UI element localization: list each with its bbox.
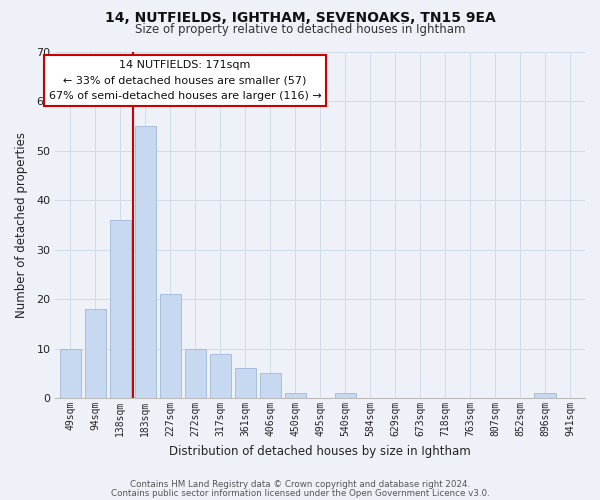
Bar <box>235 368 256 398</box>
Bar <box>110 220 131 398</box>
Bar <box>59 348 81 398</box>
Text: Size of property relative to detached houses in Ightham: Size of property relative to detached ho… <box>135 22 465 36</box>
Text: Contains public sector information licensed under the Open Government Licence v3: Contains public sector information licen… <box>110 488 490 498</box>
Text: 14, NUTFIELDS, IGHTHAM, SEVENOAKS, TN15 9EA: 14, NUTFIELDS, IGHTHAM, SEVENOAKS, TN15 … <box>104 11 496 25</box>
Bar <box>209 354 231 398</box>
Bar <box>260 374 281 398</box>
Bar <box>160 294 181 398</box>
Bar <box>335 393 356 398</box>
Bar <box>134 126 156 398</box>
Bar <box>85 309 106 398</box>
Bar <box>535 393 556 398</box>
Text: 14 NUTFIELDS: 171sqm
← 33% of detached houses are smaller (57)
67% of semi-detac: 14 NUTFIELDS: 171sqm ← 33% of detached h… <box>49 60 322 102</box>
Text: Contains HM Land Registry data © Crown copyright and database right 2024.: Contains HM Land Registry data © Crown c… <box>130 480 470 489</box>
Y-axis label: Number of detached properties: Number of detached properties <box>15 132 28 318</box>
X-axis label: Distribution of detached houses by size in Ightham: Distribution of detached houses by size … <box>169 444 471 458</box>
Bar <box>185 348 206 398</box>
Bar <box>284 393 306 398</box>
